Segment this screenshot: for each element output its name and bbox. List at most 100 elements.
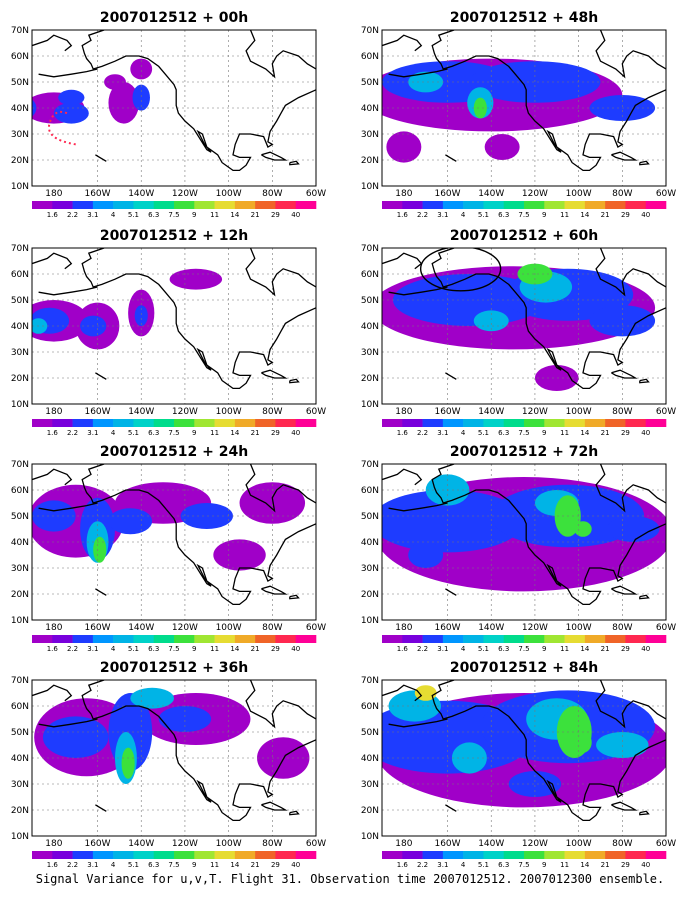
colorbar-swatch (32, 201, 53, 209)
colorbar-label: 21 (601, 645, 610, 653)
colorbar-label: 5.1 (478, 645, 489, 653)
variance-contour (130, 58, 153, 80)
lat-tick-label: 20N (11, 806, 29, 816)
lon-tick-label: 80W (262, 839, 282, 849)
lat-tick-label: 10N (11, 616, 29, 626)
lon-tick-label: 60W (656, 839, 676, 849)
map-panel-8: 2007012512 + 84h 10N 20N 30N 40N 50N 60N 70N 180… (361, 660, 676, 869)
lon-tick-label: 140W (478, 407, 504, 417)
colorbar-label: 7.5 (168, 211, 179, 219)
lat-tick-label: 60N (361, 702, 379, 712)
variance-contour (508, 771, 562, 797)
lat-tick-label: 10N (361, 616, 379, 626)
colorbar-swatch (605, 201, 626, 209)
coastline (595, 680, 666, 729)
variance-contour (180, 503, 233, 529)
colorbar-swatch (544, 419, 565, 427)
colorbar-label: 29 (271, 645, 280, 653)
colorbar-swatch (275, 419, 297, 427)
colorbar-swatch (32, 851, 53, 859)
colorbar-swatch (113, 201, 134, 209)
colorbar-swatch (255, 851, 276, 859)
map-panel-3: 2007012512 + 24h 10N 20N 30N 40N 50N 60N 70N 180… (11, 444, 326, 653)
lon-tick-label: 160W (434, 189, 460, 199)
colorbar-swatch (422, 201, 444, 209)
colorbar-swatch (255, 419, 276, 427)
lat-tick-label: 40N (361, 538, 379, 548)
colorbar-swatch (194, 635, 215, 643)
lat-tick-label: 30N (11, 564, 29, 574)
coastline (32, 468, 73, 486)
colorbar-swatch (382, 201, 403, 209)
colorbar-label: 21 (251, 861, 260, 869)
coastline (245, 464, 316, 513)
lon-tick-label: 140W (478, 839, 504, 849)
colorbar-swatch (584, 201, 606, 209)
colorbar-label: 29 (621, 645, 630, 653)
lat-tick-label: 70N (361, 26, 379, 36)
colorbar-label: 6.3 (498, 861, 509, 869)
colorbar-swatch (275, 635, 297, 643)
colorbar-label: 9 (192, 645, 196, 653)
colorbar-swatch (503, 851, 525, 859)
coastline (445, 154, 457, 162)
colorbar-label: 7.5 (168, 861, 179, 869)
map-frame (381, 29, 667, 187)
colorbar-swatch (234, 419, 256, 427)
coastline (382, 468, 423, 486)
variance-contour (93, 536, 107, 563)
colorbar-label: 7.5 (518, 861, 529, 869)
colorbar-swatch (402, 851, 423, 859)
variance-contour (58, 89, 85, 106)
lat-tick-label: 10N (361, 832, 379, 842)
colorbar-label: 29 (271, 429, 280, 437)
colorbar-label: 14 (580, 861, 589, 869)
colorbar-label: 21 (601, 211, 610, 219)
colorbar-swatch (153, 419, 175, 427)
lat-tick-label: 70N (11, 676, 29, 686)
colorbar-swatch (625, 635, 647, 643)
colorbar-swatch (72, 419, 94, 427)
variance-contour (213, 539, 266, 571)
lat-tick-label: 20N (11, 590, 29, 600)
colorbar-label: 6.3 (148, 645, 159, 653)
colorbar-swatch (295, 635, 317, 643)
colorbar-swatch (564, 419, 586, 427)
colorbar-label: 21 (601, 429, 610, 437)
colorbar-swatch (564, 851, 586, 859)
coastline (95, 588, 107, 596)
colorbar-swatch (544, 201, 565, 209)
colorbar-swatch (625, 851, 647, 859)
variance-contour (130, 687, 174, 709)
lat-tick-label: 30N (361, 564, 379, 574)
lat-tick-label: 30N (361, 130, 379, 140)
colorbar-swatch (645, 635, 667, 643)
highlight-circle (419, 248, 502, 292)
lat-tick-label: 20N (11, 374, 29, 384)
variance-contour (108, 508, 153, 535)
lon-tick-label: 100W (216, 623, 242, 633)
colorbar-label: 6.3 (498, 429, 509, 437)
colorbar-swatch (214, 635, 236, 643)
colorbar-label: 14 (230, 645, 239, 653)
lon-tick-label: 120W (172, 407, 198, 417)
coastline (289, 160, 300, 166)
colorbar-label: 40 (291, 645, 300, 653)
colorbar-swatch (463, 201, 484, 209)
colorbar-swatch (605, 419, 626, 427)
lat-tick-label: 40N (11, 322, 29, 332)
colorbar-swatch (463, 851, 484, 859)
colorbar-label: 2.2 (417, 645, 428, 653)
coastline (445, 372, 457, 380)
colorbar-label: 11 (560, 211, 569, 219)
lon-tick-label: 180 (45, 623, 62, 633)
lon-tick-label: 60W (656, 189, 676, 199)
colorbar-swatch (584, 851, 606, 859)
map-panel-4: 2007012512 + 36h 10N 20N 30N 40N 50N 60N 70N 180… (11, 660, 326, 869)
lat-tick-label: 50N (11, 512, 29, 522)
colorbar-swatch (402, 201, 423, 209)
lat-tick-label: 30N (11, 130, 29, 140)
colorbar-label: 11 (210, 429, 219, 437)
lat-tick-label: 10N (361, 182, 379, 192)
colorbar-label: 40 (641, 211, 650, 219)
